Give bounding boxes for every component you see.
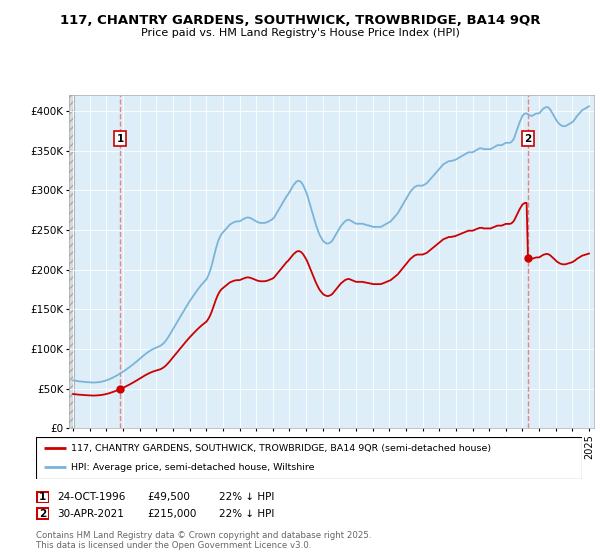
Text: 30-APR-2021: 30-APR-2021 bbox=[58, 508, 124, 519]
FancyBboxPatch shape bbox=[36, 437, 582, 479]
Text: 22% ↓ HPI: 22% ↓ HPI bbox=[219, 508, 274, 519]
Text: 2: 2 bbox=[39, 508, 46, 519]
Text: Contains HM Land Registry data © Crown copyright and database right 2025.
This d: Contains HM Land Registry data © Crown c… bbox=[36, 531, 371, 550]
Text: 22% ↓ HPI: 22% ↓ HPI bbox=[219, 492, 274, 502]
Text: 1: 1 bbox=[116, 134, 124, 144]
Text: HPI: Average price, semi-detached house, Wiltshire: HPI: Average price, semi-detached house,… bbox=[71, 463, 315, 472]
Text: 2: 2 bbox=[524, 134, 532, 144]
FancyBboxPatch shape bbox=[37, 492, 49, 503]
Text: 117, CHANTRY GARDENS, SOUTHWICK, TROWBRIDGE, BA14 9QR: 117, CHANTRY GARDENS, SOUTHWICK, TROWBRI… bbox=[60, 14, 540, 27]
Text: £215,000: £215,000 bbox=[147, 508, 196, 519]
FancyBboxPatch shape bbox=[37, 508, 49, 519]
Text: 24-OCT-1996: 24-OCT-1996 bbox=[58, 492, 126, 502]
Text: 117, CHANTRY GARDENS, SOUTHWICK, TROWBRIDGE, BA14 9QR (semi-detached house): 117, CHANTRY GARDENS, SOUTHWICK, TROWBRI… bbox=[71, 444, 491, 452]
Text: Price paid vs. HM Land Registry's House Price Index (HPI): Price paid vs. HM Land Registry's House … bbox=[140, 28, 460, 38]
Text: £49,500: £49,500 bbox=[147, 492, 190, 502]
Text: 1: 1 bbox=[39, 492, 46, 502]
